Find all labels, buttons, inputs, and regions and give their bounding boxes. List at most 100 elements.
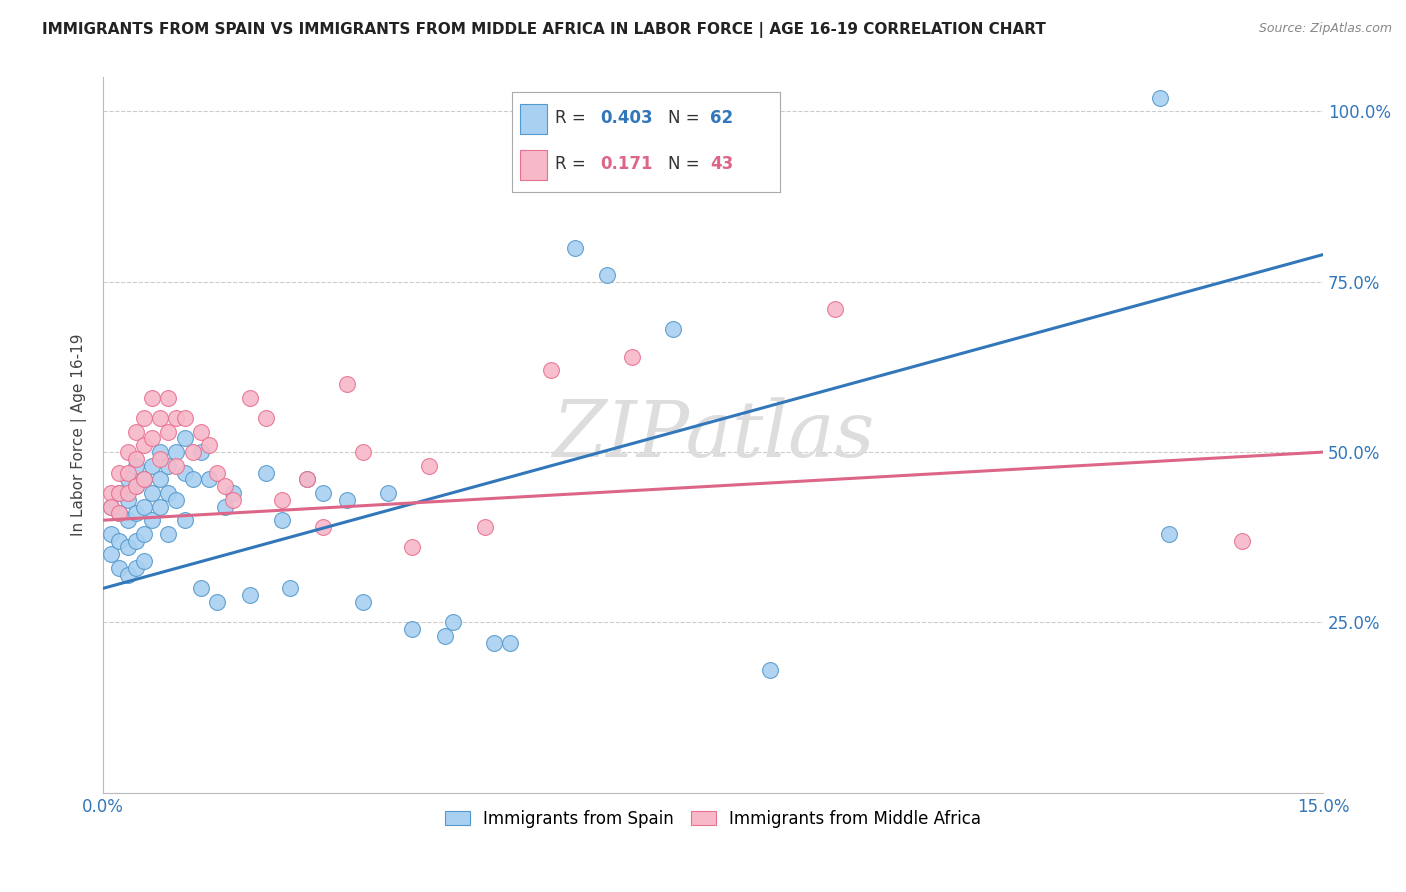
Point [353, 595, 375, 609]
Point [474, 520, 496, 534]
Point [117, 541, 139, 555]
Point [141, 458, 163, 473]
Point [108, 507, 131, 521]
Point [132, 472, 155, 486]
Point [336, 376, 359, 391]
Point [165, 411, 187, 425]
Point [165, 492, 187, 507]
Point [620, 350, 643, 364]
Point [190, 582, 212, 596]
Point [190, 425, 212, 439]
Point [125, 507, 148, 521]
Point [312, 520, 335, 534]
Point [149, 451, 172, 466]
Y-axis label: In Labor Force | Age 16-19: In Labor Force | Age 16-19 [72, 334, 87, 536]
Point [499, 636, 522, 650]
Point [157, 391, 180, 405]
Point [377, 486, 399, 500]
Point [214, 500, 236, 514]
Point [108, 533, 131, 548]
Point [157, 458, 180, 473]
Point [149, 500, 172, 514]
Point [540, 363, 562, 377]
Point [222, 486, 245, 500]
Point [433, 629, 456, 643]
Point [157, 486, 180, 500]
Point [239, 588, 262, 602]
Point [222, 492, 245, 507]
Point [100, 486, 122, 500]
Point [824, 301, 846, 316]
Point [278, 582, 301, 596]
Point [1157, 526, 1180, 541]
Point [239, 391, 262, 405]
Point [125, 458, 148, 473]
Point [198, 472, 221, 486]
Point [157, 526, 180, 541]
Point [125, 451, 148, 466]
Point [173, 466, 195, 480]
Point [117, 567, 139, 582]
Point [198, 438, 221, 452]
Text: Source: ZipAtlas.com: Source: ZipAtlas.com [1258, 22, 1392, 36]
Point [117, 445, 139, 459]
Point [100, 547, 122, 561]
Point [100, 500, 122, 514]
Point [401, 622, 423, 636]
Point [117, 513, 139, 527]
Point [254, 411, 277, 425]
Point [271, 513, 294, 527]
Point [173, 411, 195, 425]
Text: IMMIGRANTS FROM SPAIN VS IMMIGRANTS FROM MIDDLE AFRICA IN LABOR FORCE | AGE 16-1: IMMIGRANTS FROM SPAIN VS IMMIGRANTS FROM… [42, 22, 1046, 38]
Point [100, 526, 122, 541]
Point [312, 486, 335, 500]
Point [181, 445, 204, 459]
Legend: Immigrants from Spain, Immigrants from Middle Africa: Immigrants from Spain, Immigrants from M… [439, 803, 988, 834]
Point [100, 500, 122, 514]
Point [1230, 533, 1253, 548]
Point [108, 486, 131, 500]
Point [117, 466, 139, 480]
Point [661, 322, 683, 336]
Point [141, 432, 163, 446]
Point [173, 513, 195, 527]
Point [418, 458, 440, 473]
Point [132, 500, 155, 514]
Point [157, 425, 180, 439]
Point [117, 472, 139, 486]
Point [125, 533, 148, 548]
Point [149, 472, 172, 486]
Point [214, 479, 236, 493]
Point [254, 466, 277, 480]
Point [108, 561, 131, 575]
Point [117, 492, 139, 507]
Point [125, 425, 148, 439]
Point [149, 411, 172, 425]
Point [441, 615, 464, 630]
Point [165, 458, 187, 473]
Point [190, 445, 212, 459]
Point [108, 466, 131, 480]
Point [132, 411, 155, 425]
Point [141, 486, 163, 500]
Point [132, 526, 155, 541]
Point [205, 466, 228, 480]
Point [149, 445, 172, 459]
Point [141, 391, 163, 405]
Point [181, 472, 204, 486]
Point [125, 479, 148, 493]
Point [117, 486, 139, 500]
Point [564, 241, 586, 255]
Point [295, 472, 318, 486]
Point [108, 486, 131, 500]
Point [401, 541, 423, 555]
Text: ZIPatlas: ZIPatlas [553, 397, 875, 473]
Point [1149, 91, 1171, 105]
Point [165, 445, 187, 459]
Point [132, 554, 155, 568]
Point [295, 472, 318, 486]
Point [759, 663, 782, 677]
Point [141, 513, 163, 527]
Point [108, 507, 131, 521]
Point [125, 561, 148, 575]
